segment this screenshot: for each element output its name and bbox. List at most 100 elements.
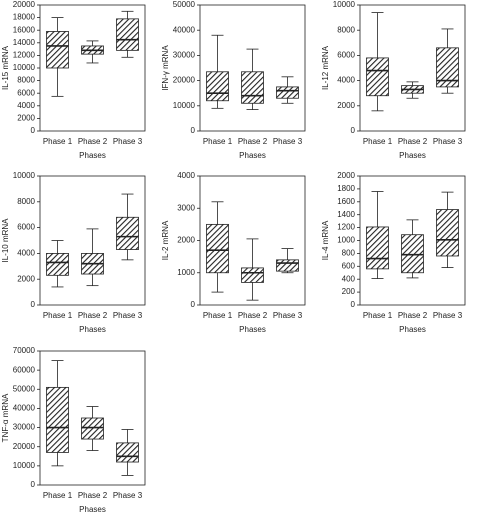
y-axis-label: IL-15 mRNA (1, 45, 10, 90)
box (276, 86, 299, 99)
x-tick-label: Phase 1 (43, 137, 73, 146)
y-tick-label: 8000 (337, 25, 355, 34)
y-tick-label: 1600 (337, 197, 355, 206)
box (366, 226, 389, 270)
x-tick-label: Phase 3 (113, 311, 143, 320)
panel: 0 2000 4000 6000 8000 10000 IL-10 mRNA Phases Ph… (1, 171, 146, 334)
y-tick-label: 10000 (13, 171, 36, 180)
x-tick-label: Phase 2 (238, 137, 268, 146)
y-tick-label: 30000 (173, 51, 196, 60)
panel: 0 200 400 600 800 1000 1200 1400 1600 1800 2000 IL-… (321, 171, 466, 334)
x-axis-label: Phases (79, 325, 106, 334)
y-tick-label: 10000 (173, 101, 196, 110)
x-tick-label: Phase 2 (78, 311, 108, 320)
box (241, 71, 264, 104)
y-tick-label: 2000 (177, 236, 195, 245)
x-tick-label: Phase 1 (363, 311, 393, 320)
y-tick-label: 20000 (13, 0, 36, 9)
box (206, 223, 229, 274)
x-tick-label: Phase 3 (273, 137, 303, 146)
y-tick-label: 0 (31, 300, 36, 309)
y-tick-label: 60000 (13, 365, 36, 374)
x-tick-label: Phase 1 (363, 137, 393, 146)
box (46, 31, 69, 69)
y-tick-label: 1000 (337, 236, 355, 245)
box (436, 209, 459, 257)
plot-frame (39, 175, 146, 306)
y-tick-label: 6000 (17, 88, 35, 97)
x-tick-label: Phase 1 (203, 311, 233, 320)
box (436, 47, 459, 88)
y-axis-label: IL-2 mRNA (161, 220, 170, 260)
y-tick-label: 14000 (13, 38, 36, 47)
y-tick-label: 10000 (333, 0, 356, 9)
y-tick-label: 0 (191, 126, 196, 135)
x-axis-label: Phases (399, 325, 426, 334)
y-tick-label: 50000 (13, 384, 36, 393)
box (241, 267, 264, 283)
y-tick-label: 2000 (337, 171, 355, 180)
y-tick-label: 10000 (13, 461, 36, 470)
y-tick-label: 6000 (337, 51, 355, 60)
box (116, 216, 139, 250)
box (81, 417, 104, 440)
x-tick-label: Phase 3 (113, 137, 143, 146)
box (366, 57, 389, 97)
y-tick-label: 0 (31, 480, 36, 489)
x-axis-label: Phases (239, 151, 266, 160)
y-tick-label: 4000 (177, 171, 195, 180)
x-tick-label: Phase 1 (43, 311, 73, 320)
x-axis-label: Phases (399, 151, 426, 160)
x-tick-label: Phase 3 (433, 137, 463, 146)
x-tick-label: Phase 3 (113, 491, 143, 500)
y-tick-label: 30000 (13, 423, 36, 432)
y-tick-label: 200 (342, 287, 356, 296)
y-axis-label: IL-10 mRNA (1, 218, 10, 263)
y-tick-label: 0 (351, 126, 356, 135)
y-tick-label: 2000 (17, 274, 35, 283)
x-tick-label: Phase 3 (273, 311, 303, 320)
y-tick-label: 8000 (17, 76, 35, 85)
plot-frame (199, 4, 306, 132)
panel: 0 10000 20000 30000 40000 50000 60000 70000 TNF-… (1, 346, 146, 514)
x-axis-label: Phases (239, 325, 266, 334)
x-axis-label: Phases (79, 505, 106, 514)
y-tick-label: 20000 (13, 442, 36, 451)
x-tick-label: Phase 2 (238, 311, 268, 320)
y-axis-label: IL-12 mRNA (321, 45, 330, 90)
x-tick-label: Phase 1 (43, 491, 73, 500)
x-tick-label: Phase 2 (398, 311, 428, 320)
box (116, 442, 139, 463)
y-axis-label: IL-4 mRNA (321, 220, 330, 260)
box (46, 252, 69, 276)
y-tick-label: 70000 (13, 346, 36, 355)
y-tick-label: 20000 (173, 76, 196, 85)
y-tick-label: 400 (342, 274, 356, 283)
panel: 0 1000 2000 3000 4000 IL-2 mRNA Phases Phase 1 P… (161, 171, 306, 334)
box (206, 71, 229, 102)
box (276, 259, 299, 272)
y-tick-label: 0 (31, 126, 36, 135)
y-tick-label: 4000 (337, 76, 355, 85)
panel: 0 2000 4000 6000 8000 10000 12000 14000 16000 180… (1, 0, 146, 160)
y-tick-label: 3000 (177, 203, 195, 212)
x-tick-label: Phase 2 (78, 137, 108, 146)
y-tick-label: 12000 (13, 51, 36, 60)
plot-frame (359, 4, 466, 132)
x-tick-label: Phase 2 (78, 491, 108, 500)
x-tick-label: Phase 1 (203, 137, 233, 146)
plot-frame (39, 350, 146, 486)
y-tick-label: 50000 (173, 0, 196, 9)
y-tick-label: 1800 (337, 184, 355, 193)
x-tick-label: Phase 2 (398, 137, 428, 146)
y-tick-label: 4000 (17, 101, 35, 110)
y-tick-label: 18000 (13, 13, 36, 22)
y-tick-label: 16000 (13, 25, 36, 34)
y-axis-label: TNF-α mRNA (1, 393, 10, 442)
y-tick-label: 6000 (17, 223, 35, 232)
y-tick-label: 1400 (337, 210, 355, 219)
y-tick-label: 10000 (13, 63, 36, 72)
box (401, 234, 424, 274)
y-tick-label: 1200 (337, 223, 355, 232)
